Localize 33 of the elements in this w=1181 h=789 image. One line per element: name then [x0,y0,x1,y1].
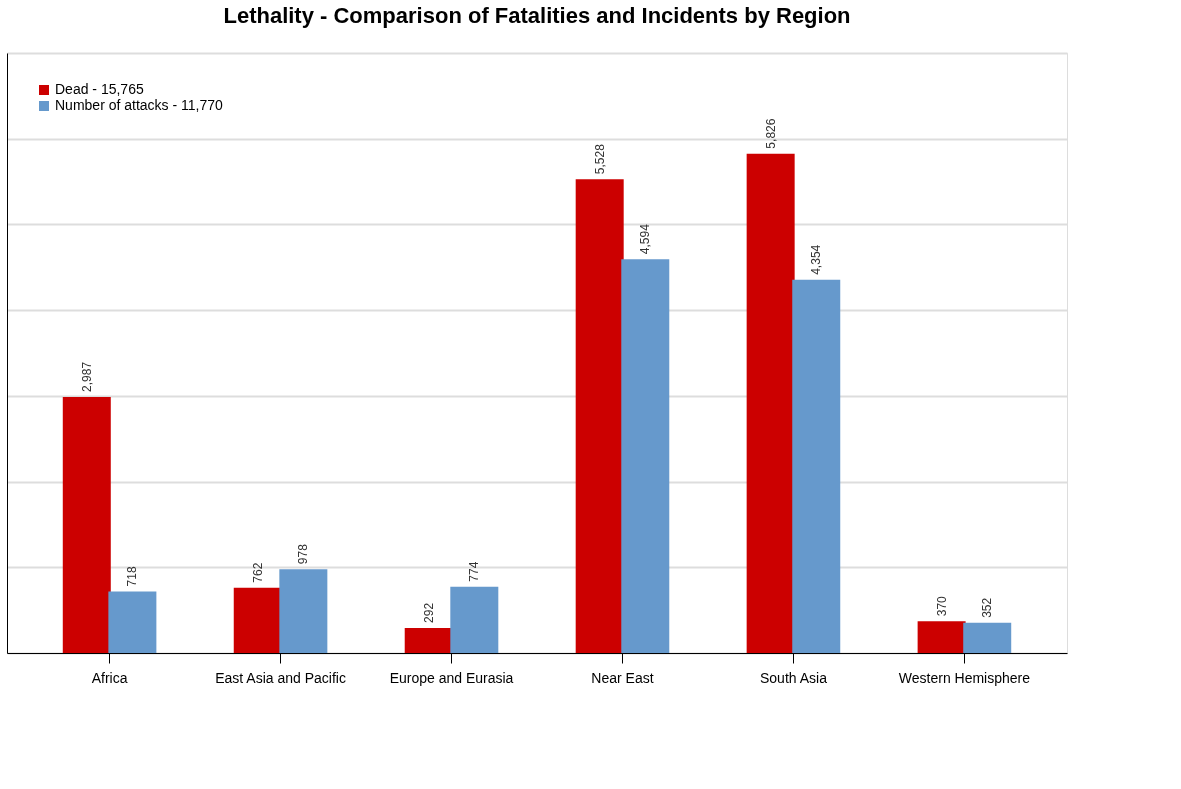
data-label: 2,987 [79,361,94,392]
data-label: 292 [421,602,436,623]
data-label: 370 [934,595,949,617]
bar [621,259,670,653]
data-label: 4,594 [638,223,653,255]
bar [917,621,966,653]
bar [746,153,795,653]
data-label: 978 [296,543,311,565]
data-label: 762 [250,562,265,583]
data-label: 4,354 [809,244,824,275]
x-tick-label: South Asia [759,669,828,686]
bar [62,396,111,653]
legend-label: Number of attacks - 11,770 [55,97,224,113]
bar [404,627,453,653]
bar [963,622,1012,653]
x-tick-label: Near East [591,669,654,686]
bar [279,569,328,653]
bar [792,279,841,653]
chart-title: Lethality - Comparison of Fatalities and Incidents by Region [223,3,851,28]
x-tick-label: Africa [91,669,128,686]
legend-label: Dead - 15,765 [55,81,144,97]
bar [233,587,282,653]
data-label: 352 [980,597,995,618]
x-tick-label: Western Hemisphere [898,669,1031,686]
data-label: 5,528 [592,143,607,175]
data-label: 5,826 [763,118,778,149]
bar [108,591,157,653]
bar [575,179,624,653]
data-label: 718 [125,566,140,587]
data-label: 774 [467,561,482,582]
x-tick-label: Europe and Eurasia [389,669,514,686]
x-tick-label: East Asia and Pacific [215,669,346,686]
bar [450,586,499,653]
